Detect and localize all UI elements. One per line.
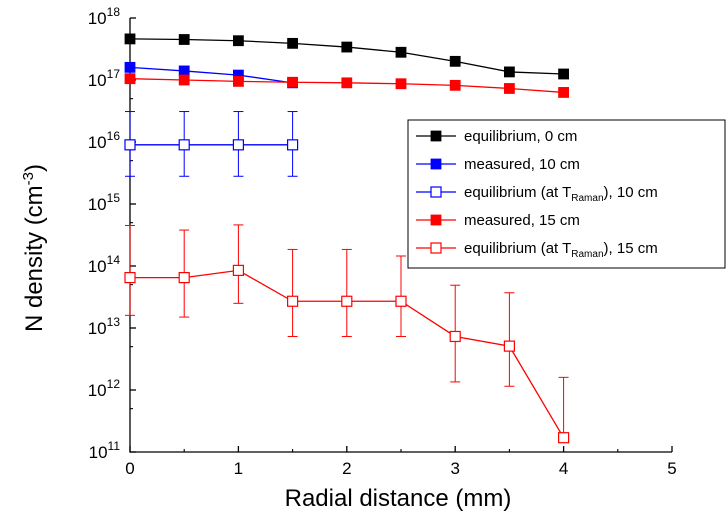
y-tick-label: 1017: [88, 67, 121, 90]
legend-label-part: equilibrium (at T: [464, 184, 571, 201]
data-point: [557, 432, 570, 444]
y-tick-exponent: 13: [107, 315, 121, 329]
y-tick-base: 10: [88, 133, 107, 152]
data-point: [287, 76, 299, 88]
data-point: [178, 34, 190, 45]
series-line: [129, 66, 293, 84]
data-point: [178, 271, 190, 284]
legend-label: measured, 15 cm: [464, 212, 580, 229]
y-tick-base: 10: [88, 319, 107, 338]
y-axis-label-sup: -3: [20, 172, 37, 185]
legend-label: equilibrium, 0 cm: [464, 128, 577, 145]
legend: equilibrium, 0 cm measured, 10 cm equilibr…: [407, 119, 726, 269]
series-5: [124, 224, 570, 444]
series-4: [124, 73, 569, 98]
data-point: [124, 271, 136, 284]
y-tick-exponent: 17: [107, 67, 121, 81]
legend-marker: [430, 186, 442, 198]
data-point: [503, 340, 515, 352]
data-point: [232, 139, 244, 151]
x-tick-label: 2: [342, 459, 351, 478]
y-tick-exponent: 16: [107, 129, 121, 143]
legend-box: [407, 119, 726, 269]
data-point: [395, 78, 407, 90]
data-point: [287, 295, 299, 307]
y-tick-exponent: 11: [108, 439, 121, 453]
data-point: [124, 61, 136, 73]
legend-marker: [430, 130, 442, 142]
y-tick-base: 10: [88, 195, 107, 214]
y-tick-base: 10: [88, 381, 107, 400]
data-point: [341, 295, 353, 307]
legend-label-subscript: Raman: [571, 193, 603, 204]
data-point: [178, 139, 190, 151]
x-tick-label: 3: [450, 459, 459, 478]
data-point: [341, 41, 353, 53]
legend-label: equilibrium (at TRaman), 10 cm: [464, 184, 658, 204]
y-axis-label-base: N density (cm: [21, 185, 48, 332]
legend-label-part: ), 15 cm: [604, 240, 658, 257]
data-point: [287, 139, 299, 151]
legend-marker: [430, 242, 442, 254]
y-tick-label: 1013: [88, 315, 121, 338]
y-tick-exponent: 12: [107, 377, 121, 391]
y-tick-base: 10: [88, 9, 107, 28]
data-point: [449, 55, 461, 67]
data-point: [232, 264, 244, 276]
y-tick-label: 1015: [88, 191, 121, 214]
data-point: [287, 37, 299, 49]
y-axis-label-tail: ): [21, 164, 48, 172]
y-tick-label: 1016: [88, 129, 121, 152]
series-layer: [124, 33, 570, 444]
data-point: [503, 83, 515, 94]
data-point: [558, 87, 569, 98]
data-point: [395, 295, 407, 307]
x-tick-label: 0: [125, 459, 134, 478]
legend-label-part: ), 10 cm: [604, 184, 658, 201]
y-axis-label: N density (cm-3): [20, 164, 48, 332]
data-point: [124, 33, 136, 45]
legend-label: equilibrium (at TRaman), 15 cm: [464, 240, 658, 260]
data-point: [449, 330, 461, 343]
legend-marker: [430, 214, 442, 226]
y-tick-base: 10: [88, 257, 107, 276]
y-tick-label: 1012: [88, 377, 121, 400]
legend-label-subscript: Raman: [571, 249, 603, 260]
x-tick-label: 5: [667, 459, 676, 478]
x-tick-label: 1: [234, 459, 243, 478]
y-tick-base: 10: [88, 71, 107, 90]
data-point: [178, 65, 190, 77]
legend-label: measured, 10 cm: [464, 156, 580, 173]
data-point: [232, 35, 244, 47]
series-2: [124, 61, 299, 89]
x-axis-label: Radial distance (mm): [285, 485, 512, 512]
legend-label-part: equilibrium (at T: [464, 240, 571, 257]
series-3: [124, 111, 299, 177]
y-tick-exponent: 15: [107, 191, 121, 205]
y-tick-exponent: 14: [107, 253, 121, 267]
legend-marker: [430, 158, 442, 170]
y-tick-label: 1018: [88, 5, 121, 28]
data-point: [178, 74, 190, 86]
data-point: [503, 66, 515, 78]
data-point: [124, 139, 136, 151]
data-point: [124, 73, 136, 85]
data-point: [558, 68, 569, 80]
series-1: [124, 33, 569, 80]
y-tick-base: 10: [89, 443, 108, 462]
data-point: [232, 75, 244, 87]
y-tick-label: 1011: [89, 439, 121, 462]
y-tick-exponent: 18: [107, 5, 121, 19]
data-point: [395, 46, 407, 58]
y-tick-label: 1014: [88, 253, 121, 276]
data-point: [341, 77, 353, 89]
data-point: [449, 79, 461, 91]
x-tick-label: 4: [559, 459, 568, 478]
